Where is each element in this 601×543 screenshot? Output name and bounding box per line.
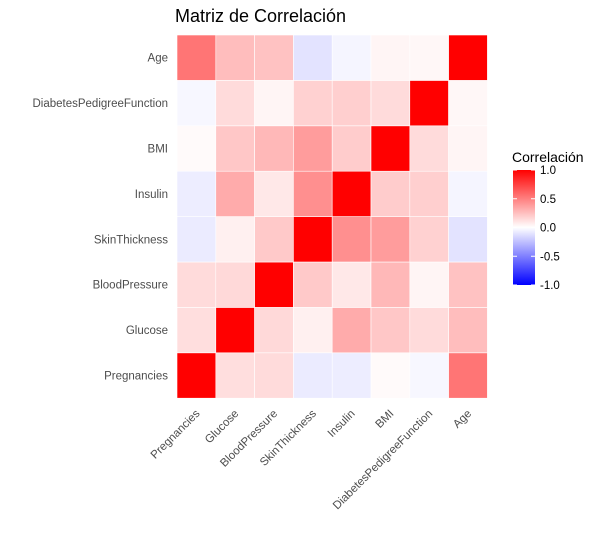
y-tick-label: Age xyxy=(148,53,168,65)
heatmap-cell-Age-SkinThickness xyxy=(293,34,333,81)
heatmap-cell-SkinThickness-DiabetesPedigreeFunction xyxy=(409,216,449,263)
heatmap-cell-Insulin-SkinThickness xyxy=(293,170,333,217)
y-tick-label: SkinThickness xyxy=(94,234,168,246)
heatmap-cell-Pregnancies-Pregnancies xyxy=(176,352,217,399)
heatmap-cell-Age-Age xyxy=(448,34,488,81)
x-tick-label: BMI xyxy=(374,408,397,431)
heatmap-cell-Age-BMI xyxy=(370,34,411,81)
heatmap-cell-BMI-DiabetesPedigreeFunction xyxy=(409,125,449,172)
heatmap-cell-Insulin-Insulin xyxy=(331,170,372,217)
heatmap-cell-Pregnancies-Glucose xyxy=(215,352,255,399)
heatmap-cells xyxy=(176,34,488,399)
x-axis-tick-labels: Pregnancies GlucoseBloodPressureSkinThick… xyxy=(149,408,474,512)
y-axis-tick-labels: Pregnancies Glucose BloodPressure SkinThick… xyxy=(32,53,168,383)
heatmap-cell-SkinThickness-Insulin xyxy=(331,216,372,263)
legend-tick-label: -1.0 xyxy=(540,280,560,292)
legend-tick-label: 1.0 xyxy=(540,165,556,177)
heatmap-cell-DiabetesPedigreeFunction-BloodPressure xyxy=(254,80,294,127)
heatmap-cell-BMI-Pregnancies xyxy=(176,125,217,172)
heatmap-cell-SkinThickness-Glucose xyxy=(215,216,255,263)
chart-title: Matriz de Correlación xyxy=(175,6,346,26)
heatmap-cell-Insulin-Pregnancies xyxy=(176,170,217,217)
heatmap-cell-BloodPressure-Insulin xyxy=(331,261,372,308)
heatmap-cell-Glucose-BMI xyxy=(370,307,411,354)
heatmap-cell-Pregnancies-BloodPressure xyxy=(254,352,294,399)
heatmap-cell-Glucose-BloodPressure xyxy=(254,307,294,354)
heatmap-cell-BloodPressure-DiabetesPedigreeFunction xyxy=(409,261,449,308)
legend-title: Correlación xyxy=(512,149,584,165)
heatmap-cell-BMI-SkinThickness xyxy=(293,125,333,172)
heatmap-cell-DiabetesPedigreeFunction-Age xyxy=(448,80,488,127)
heatmap-cell-Glucose-Glucose xyxy=(215,307,255,354)
heatmap-cell-Age-BloodPressure xyxy=(254,34,294,81)
heatmap-cell-BloodPressure-BMI xyxy=(370,261,411,308)
heatmap-cell-DiabetesPedigreeFunction-DiabetesPedigreeFunction xyxy=(409,80,449,127)
heatmap-cell-SkinThickness-Age xyxy=(448,216,488,263)
heatmap-cell-Glucose-Insulin xyxy=(331,307,372,354)
heatmap-cell-BloodPressure-BloodPressure xyxy=(254,261,294,308)
heatmap-cell-SkinThickness-Pregnancies xyxy=(176,216,217,263)
y-tick-label: DiabetesPedigreeFunction xyxy=(32,98,168,110)
x-tick-label: Glucose xyxy=(203,408,241,446)
heatmap-cell-DiabetesPedigreeFunction-Pregnancies xyxy=(176,80,217,127)
heatmap-cell-Insulin-Age xyxy=(448,170,488,217)
heatmap-cell-Glucose-SkinThickness xyxy=(293,307,333,354)
heatmap-cell-Age-Pregnancies xyxy=(176,34,217,81)
heatmap-cell-DiabetesPedigreeFunction-Glucose xyxy=(215,80,255,127)
heatmap-cell-Glucose-Age xyxy=(448,307,488,354)
heatmap-cell-BMI-BloodPressure xyxy=(254,125,294,172)
heatmap-cell-BMI-BMI xyxy=(370,125,411,172)
heatmap-cell-DiabetesPedigreeFunction-BMI xyxy=(370,80,411,127)
heatmap-cell-Age-DiabetesPedigreeFunction xyxy=(409,34,449,81)
heatmap-cell-BMI-Insulin xyxy=(331,125,372,172)
legend-colorbar xyxy=(513,170,535,285)
heatmap-cell-Age-Insulin xyxy=(331,34,372,81)
heatmap-cell-Insulin-BloodPressure xyxy=(254,170,294,217)
heatmap-cell-SkinThickness-BloodPressure xyxy=(254,216,294,263)
heatmap-cell-DiabetesPedigreeFunction-SkinThickness xyxy=(293,80,333,127)
heatmap-cell-DiabetesPedigreeFunction-Insulin xyxy=(331,80,372,127)
heatmap-cell-Insulin-Glucose xyxy=(215,170,255,217)
legend-ticks: 1.0 0.5 0.0 -0.5 -1.0 xyxy=(513,165,560,292)
color-legend: Correlación 1.0 0.5 0.0 -0.5 -1.0 xyxy=(512,149,584,292)
heatmap-cell-Insulin-BMI xyxy=(370,170,411,217)
y-tick-label: Glucose xyxy=(126,325,168,337)
heatmap-cell-Pregnancies-Insulin xyxy=(331,352,372,399)
y-tick-label: Pregnancies xyxy=(104,371,168,383)
heatmap-cell-Glucose-DiabetesPedigreeFunction xyxy=(409,307,449,354)
legend-tick-label: 0.0 xyxy=(540,223,556,235)
y-tick-label: BloodPressure xyxy=(93,280,168,292)
x-tick-label: Pregnancies xyxy=(149,408,203,462)
heatmap-cell-BloodPressure-Glucose xyxy=(215,261,255,308)
y-tick-label: Insulin xyxy=(135,189,168,201)
heatmap-cell-Pregnancies-DiabetesPedigreeFunction xyxy=(409,352,449,399)
heatmap-cell-BMI-Age xyxy=(448,125,488,172)
heatmap-cell-BloodPressure-Pregnancies xyxy=(176,261,217,308)
heatmap-cell-Insulin-DiabetesPedigreeFunction xyxy=(409,170,449,217)
heatmap-cell-SkinThickness-SkinThickness xyxy=(293,216,333,263)
heatmap-cell-BloodPressure-Age xyxy=(448,261,488,308)
legend-tick-label: -0.5 xyxy=(540,251,560,263)
heatmap-cell-BMI-Glucose xyxy=(215,125,255,172)
legend-tick-label: 0.5 xyxy=(540,194,556,206)
x-tick-label: Insulin xyxy=(326,408,358,440)
heatmap-cell-Age-Glucose xyxy=(215,34,255,81)
heatmap-cell-Pregnancies-Age xyxy=(448,352,488,399)
y-tick-label: BMI xyxy=(148,144,168,156)
heatmap-cell-SkinThickness-BMI xyxy=(370,216,411,263)
heatmap-cell-Glucose-Pregnancies xyxy=(176,307,217,354)
x-tick-label: Age xyxy=(451,408,474,431)
heatmap-cell-Pregnancies-BMI xyxy=(370,352,411,399)
heatmap-cell-Pregnancies-SkinThickness xyxy=(293,352,333,399)
heatmap-cell-BloodPressure-SkinThickness xyxy=(293,261,333,308)
